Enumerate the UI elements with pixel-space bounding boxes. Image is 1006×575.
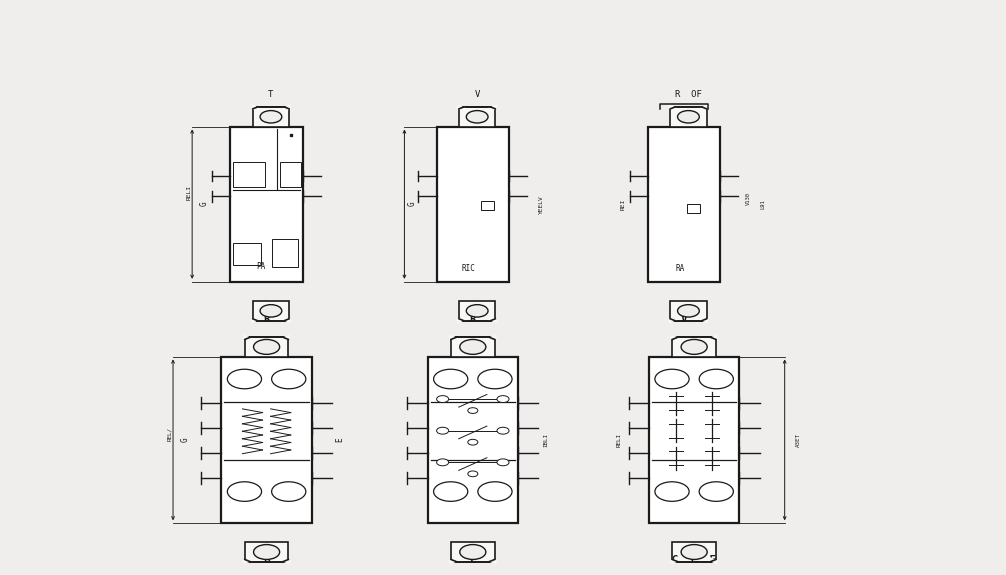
Text: A3ET: A3ET bbox=[797, 433, 801, 447]
Bar bbox=[672, 542, 716, 562]
Circle shape bbox=[254, 545, 280, 559]
Text: G: G bbox=[200, 202, 208, 206]
Bar bbox=[649, 356, 739, 523]
Bar bbox=[459, 107, 495, 126]
Text: G: G bbox=[408, 202, 416, 206]
Text: V: V bbox=[681, 314, 687, 324]
Text: REL/: REL/ bbox=[168, 427, 172, 441]
Circle shape bbox=[678, 305, 699, 317]
Bar bbox=[451, 542, 495, 562]
Circle shape bbox=[437, 396, 449, 402]
Text: R: R bbox=[264, 314, 270, 324]
Text: G  F  E: G F E bbox=[672, 555, 716, 565]
Text: T: T bbox=[269, 90, 274, 99]
Circle shape bbox=[437, 427, 449, 434]
Circle shape bbox=[468, 439, 478, 445]
Bar bbox=[233, 162, 266, 187]
Text: V: V bbox=[475, 90, 480, 99]
Circle shape bbox=[497, 427, 509, 434]
Bar bbox=[221, 356, 312, 523]
Bar bbox=[672, 338, 716, 356]
Bar bbox=[428, 356, 518, 523]
Bar bbox=[670, 301, 706, 321]
Bar bbox=[244, 338, 289, 356]
Bar bbox=[280, 162, 302, 187]
Text: REI: REI bbox=[621, 198, 625, 210]
Text: R  OF: R OF bbox=[675, 90, 702, 99]
Bar bbox=[437, 126, 509, 282]
Text: PA: PA bbox=[256, 262, 266, 271]
Circle shape bbox=[261, 110, 282, 123]
Circle shape bbox=[460, 339, 486, 354]
Bar bbox=[687, 204, 700, 213]
Text: C: C bbox=[470, 555, 476, 565]
Circle shape bbox=[467, 110, 488, 123]
Circle shape bbox=[254, 339, 280, 354]
Circle shape bbox=[681, 339, 707, 354]
Bar bbox=[244, 542, 289, 562]
Bar bbox=[459, 301, 495, 321]
Circle shape bbox=[497, 459, 509, 466]
Circle shape bbox=[468, 408, 478, 413]
Bar bbox=[253, 107, 289, 126]
Circle shape bbox=[681, 545, 707, 559]
Text: RIC: RIC bbox=[462, 264, 476, 273]
Circle shape bbox=[460, 545, 486, 559]
Bar bbox=[451, 338, 495, 356]
Bar bbox=[230, 126, 303, 282]
Text: V130: V130 bbox=[746, 192, 750, 205]
Bar bbox=[670, 107, 706, 126]
Text: IBLI: IBLI bbox=[544, 433, 548, 447]
Circle shape bbox=[437, 459, 449, 466]
Text: RELI: RELI bbox=[187, 185, 191, 200]
Bar bbox=[481, 201, 494, 210]
Circle shape bbox=[468, 471, 478, 477]
Circle shape bbox=[497, 396, 509, 402]
Circle shape bbox=[678, 110, 699, 123]
Bar bbox=[648, 126, 720, 282]
Circle shape bbox=[261, 305, 282, 317]
Text: E: E bbox=[336, 438, 344, 442]
Circle shape bbox=[467, 305, 488, 317]
Bar bbox=[253, 301, 289, 321]
Text: G: G bbox=[264, 555, 270, 565]
Text: YEELV: YEELV bbox=[539, 195, 543, 213]
Text: RELI: RELI bbox=[617, 433, 621, 447]
Text: L91: L91 bbox=[761, 200, 765, 209]
Text: RA: RA bbox=[675, 264, 685, 273]
Bar bbox=[233, 243, 261, 264]
Bar bbox=[272, 239, 299, 267]
Text: R: R bbox=[470, 314, 476, 324]
Text: G: G bbox=[181, 438, 189, 442]
